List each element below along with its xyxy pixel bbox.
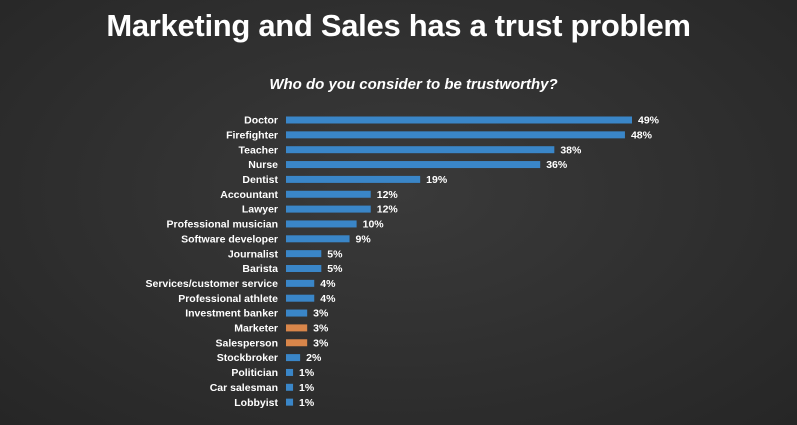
bar-investment-banker xyxy=(286,309,308,317)
value-label-professional-musician: 10% xyxy=(363,219,385,231)
value-label-lobbyist: 1% xyxy=(299,397,315,409)
value-label-accountant: 12% xyxy=(377,189,399,201)
bar-politician xyxy=(286,368,294,376)
value-label-marketer: 3% xyxy=(313,323,329,335)
value-label-nurse: 36% xyxy=(546,159,568,171)
value-label-doctor: 49% xyxy=(638,115,660,127)
bar-teacher xyxy=(286,146,555,154)
bar-stockbroker xyxy=(286,354,301,362)
value-label-stockbroker: 2% xyxy=(306,352,322,364)
category-label-doctor: Doctor xyxy=(244,115,278,127)
bar-firefighter xyxy=(286,131,625,139)
value-label-lawyer: 12% xyxy=(377,204,399,216)
category-label-investment-banker: Investment banker xyxy=(185,308,278,320)
bar-barista xyxy=(286,265,322,272)
category-label-salesperson: Salesperson xyxy=(216,337,278,349)
category-label-stockbroker: Stockbroker xyxy=(217,352,278,364)
category-label-barista: Barista xyxy=(242,263,278,275)
value-label-car-salesman: 1% xyxy=(299,382,315,394)
value-label-investment-banker: 3% xyxy=(313,308,329,320)
value-label-software-developer: 9% xyxy=(356,233,372,245)
chart-subtitle: Who do you consider to be trustworthy? xyxy=(269,76,558,93)
bar-nurse xyxy=(286,161,541,169)
category-label-politician: Politician xyxy=(231,367,278,379)
category-label-marketer: Marketer xyxy=(234,323,278,335)
bar-software-developer xyxy=(286,235,350,243)
bar-dentist xyxy=(286,175,421,183)
category-label-dentist: Dentist xyxy=(242,174,278,186)
bar-services-customer-service xyxy=(286,279,315,287)
category-label-lawyer: Lawyer xyxy=(242,204,278,216)
value-label-journalist: 5% xyxy=(327,248,343,260)
value-label-professional-athlete: 4% xyxy=(320,293,336,305)
category-label-accountant: Accountant xyxy=(220,189,278,201)
value-label-salesperson: 3% xyxy=(313,337,329,349)
bar-car-salesman xyxy=(286,383,294,391)
bar-lobbyist xyxy=(286,398,294,406)
value-label-barista: 5% xyxy=(327,263,343,275)
bar-accountant xyxy=(286,190,371,198)
category-label-teacher: Teacher xyxy=(239,144,279,156)
bar-lawyer xyxy=(286,205,371,213)
bar-marketer xyxy=(286,324,308,332)
category-label-services-customer-service: Services/customer service xyxy=(145,278,278,290)
bar-salesperson xyxy=(286,339,308,347)
category-label-software-developer: Software developer xyxy=(181,233,278,245)
value-label-politician: 1% xyxy=(299,367,315,379)
category-label-journalist: Journalist xyxy=(228,248,279,260)
category-label-nurse: Nurse xyxy=(248,159,278,171)
category-label-car-salesman: Car salesman xyxy=(210,382,278,394)
category-label-professional-musician: Professional musician xyxy=(167,219,278,231)
value-label-firefighter: 48% xyxy=(631,129,653,141)
bar-journalist xyxy=(286,250,322,258)
bar-professional-musician xyxy=(286,220,357,228)
bar-professional-athlete xyxy=(286,294,315,302)
value-label-teacher: 38% xyxy=(560,144,582,156)
category-label-professional-athlete: Professional athlete xyxy=(178,293,278,305)
slide-title: Marketing and Sales has a trust problem xyxy=(106,8,691,43)
bar-doctor xyxy=(286,116,632,124)
category-label-firefighter: Firefighter xyxy=(226,129,278,141)
value-label-dentist: 19% xyxy=(426,174,448,186)
category-label-lobbyist: Lobbyist xyxy=(234,397,278,409)
value-label-services-customer-service: 4% xyxy=(320,278,336,290)
